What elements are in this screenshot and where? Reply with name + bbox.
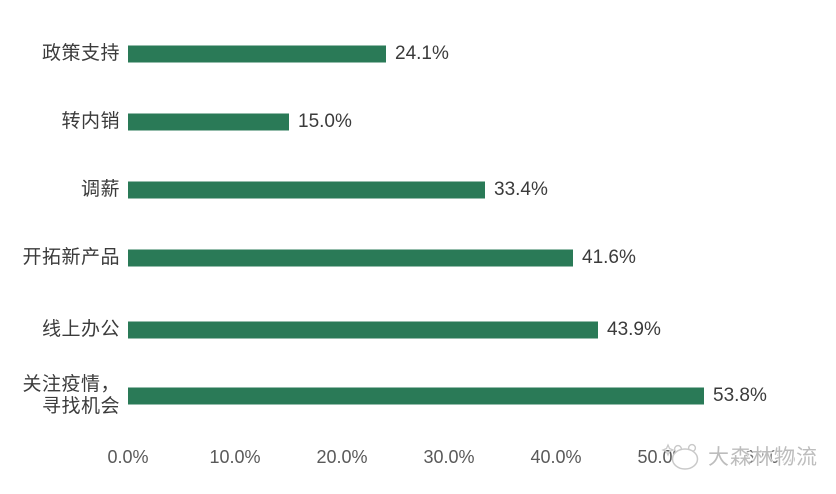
bar — [128, 249, 573, 267]
category-label: 开拓新产品 — [22, 247, 120, 268]
category-label: 转内销 — [61, 111, 120, 132]
x-axis-tick-label: 10.0% — [209, 447, 261, 467]
x-axis-tick-label: 30.0% — [423, 447, 475, 467]
category-label: 线上办公 — [41, 319, 120, 340]
x-axis-tick-label: 20.0% — [316, 447, 368, 467]
watermark-text: 大森林物流 — [708, 446, 818, 469]
bar — [128, 387, 704, 405]
category-label: 调薪 — [80, 179, 120, 200]
value-label: 43.9% — [607, 319, 661, 340]
x-axis-tick-label: 40.0% — [530, 447, 582, 467]
value-label: 33.4% — [494, 179, 548, 200]
x-axis-tick-label: 60.0% — [744, 447, 796, 467]
value-label: 41.6% — [582, 247, 636, 268]
bar — [128, 181, 485, 199]
bar — [128, 45, 386, 63]
category-label: 政策支持 — [41, 43, 120, 64]
watermark: 大森林物流 — [660, 438, 818, 474]
value-label: 24.1% — [395, 43, 449, 64]
bar — [128, 321, 598, 339]
watermark-panda-logo-icon — [661, 443, 699, 470]
x-axis-tick-label: 0.0% — [107, 447, 149, 467]
value-label: 53.8% — [713, 385, 767, 406]
category-label: 关注疫情， 寻找机会 — [22, 374, 120, 417]
bar — [128, 113, 289, 131]
value-label: 15.0% — [298, 111, 352, 132]
